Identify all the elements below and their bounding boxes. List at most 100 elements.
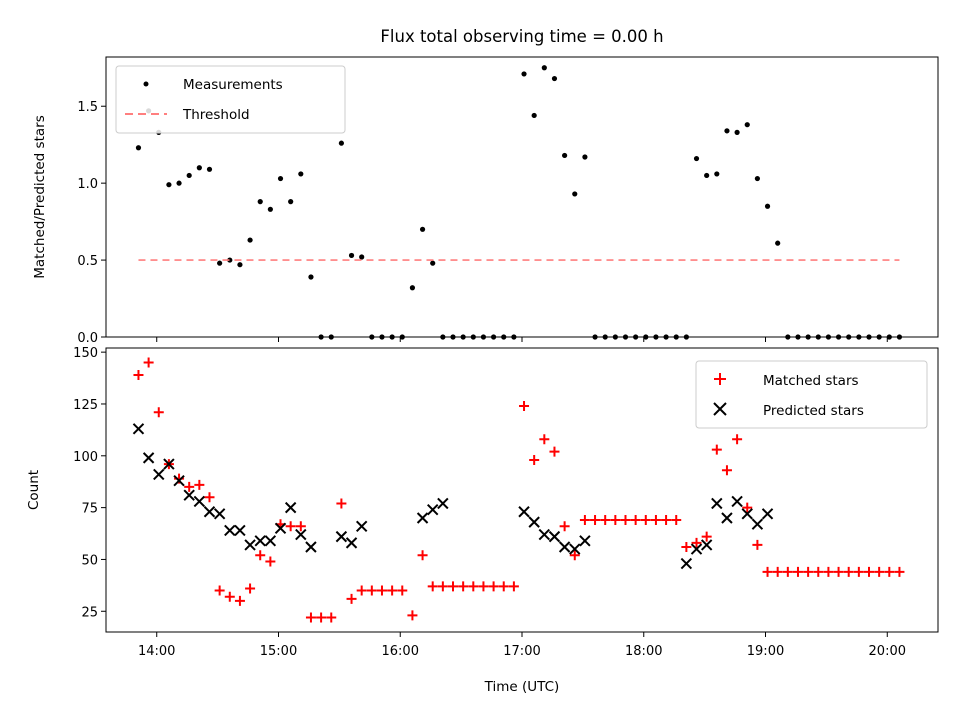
bottom-panel-x-ticks: 14:00 15:00 16:00 17:00 18:00 19:00 20:00 xyxy=(138,632,906,659)
matched-stars-point xyxy=(498,581,509,592)
matched-stars-point xyxy=(833,566,844,577)
predicted-stars-point xyxy=(335,530,348,543)
matched-stars-point xyxy=(590,515,601,526)
bottom-panel-frame xyxy=(105,347,939,633)
predicted-stars-point xyxy=(355,520,368,532)
matched-stars-point xyxy=(387,585,398,596)
bottom-legend-box xyxy=(695,360,928,429)
predicted-stars-point xyxy=(711,497,723,510)
measurements-point xyxy=(359,254,365,260)
legend-label-matched: Matched stars xyxy=(763,373,859,389)
predicted-stars-point xyxy=(518,506,530,518)
measurements-point xyxy=(338,140,344,146)
y-tick-label: 0.0 xyxy=(77,331,98,346)
matched-stars-point xyxy=(224,591,235,602)
legend-label-threshold: Threshold xyxy=(182,107,250,123)
matched-stars-point xyxy=(772,566,783,577)
matched-stars-point xyxy=(539,434,550,445)
legend-label-predicted: Predicted stars xyxy=(763,403,864,419)
measurements-point xyxy=(562,152,568,159)
measurements-point xyxy=(348,252,355,259)
matched-stars-point xyxy=(874,566,885,577)
predicted-stars-point xyxy=(416,512,429,524)
y-tick-label: 1.0 xyxy=(77,177,98,192)
y-tick-label: 75 xyxy=(81,502,98,517)
predicted-stars-point xyxy=(569,543,581,555)
matched-stars-point xyxy=(316,612,327,623)
bottom-panel: 25 50 75 100 125 150 14:00 15:00 16:00 17:00 18:0… xyxy=(26,346,939,695)
matched-stars-point xyxy=(326,612,337,623)
predicted-stars-point xyxy=(721,512,733,524)
top-legend: Measurements Threshold xyxy=(115,65,346,134)
matched-stars-point xyxy=(417,550,428,561)
matched-stars-point xyxy=(184,481,195,492)
predicted-stars-point xyxy=(305,541,317,553)
measurements-point xyxy=(247,237,253,243)
y-tick-label: 100 xyxy=(73,450,98,465)
measurements-point xyxy=(227,257,233,263)
predicted-stars-point xyxy=(548,530,561,543)
measurements-point xyxy=(764,203,771,209)
predicted-stars-point xyxy=(427,503,439,516)
measurements-point xyxy=(430,260,436,266)
measurements-point xyxy=(419,226,426,232)
matched-stars-point xyxy=(864,566,875,577)
matched-stars-point xyxy=(650,515,661,526)
measurements-point xyxy=(693,155,700,162)
top-panel-y-ticks: 0.0 0.5 1.0 1.5 xyxy=(77,100,106,346)
matched-stars-point xyxy=(407,610,418,621)
matched-stars-point xyxy=(813,566,824,577)
measurements-point xyxy=(288,199,294,205)
matched-stars-point xyxy=(803,566,814,577)
bottom-legend: Matched stars Predicted stars xyxy=(695,360,928,429)
predicted-stars-point xyxy=(751,518,764,530)
matched-stars-point xyxy=(559,521,570,532)
matched-stars-point xyxy=(843,566,854,577)
measurements-point xyxy=(257,199,263,205)
y-tick-label: 50 xyxy=(81,553,98,568)
matched-stars-point xyxy=(640,515,651,526)
matched-stars-point xyxy=(884,566,895,577)
predicted-stars-point xyxy=(274,522,287,535)
predicted-stars-point xyxy=(244,539,256,551)
x-tick-label: 16:00 xyxy=(382,644,419,659)
matched-stars-point xyxy=(792,566,803,577)
matched-stars-point xyxy=(133,369,144,380)
matched-stars-point xyxy=(620,515,631,526)
matched-stars-point xyxy=(579,515,590,526)
matched-stars-point xyxy=(762,566,773,577)
predicted-stars-point xyxy=(538,528,551,541)
matched-stars-point xyxy=(721,465,732,476)
measurements-point xyxy=(582,154,588,160)
measurements-point xyxy=(176,180,182,186)
measurements-point xyxy=(186,172,192,179)
matched-stars-point xyxy=(630,515,641,526)
matched-stars-point xyxy=(711,444,722,455)
matched-stars-point xyxy=(458,581,469,592)
matched-stars-point xyxy=(519,401,530,412)
matched-stars-point xyxy=(143,357,154,368)
matched-stars-point xyxy=(255,550,266,561)
measurements-point xyxy=(754,175,760,182)
measurements-point xyxy=(206,166,213,172)
matched-stars-point xyxy=(742,502,753,513)
predicted-stars-point xyxy=(345,537,358,549)
chart-title: Flux total observing time = 0.00 h xyxy=(380,27,663,46)
matched-stars-point xyxy=(366,585,377,596)
matched-stars-point xyxy=(194,479,205,490)
legend-marker-predicted xyxy=(713,402,727,416)
predicted-stars-point xyxy=(203,506,216,518)
matched-stars-point xyxy=(549,446,560,457)
matched-stars-point xyxy=(823,566,834,577)
x-tick-label: 14:00 xyxy=(138,644,175,659)
matched-stars-point xyxy=(295,521,306,532)
y-tick-label: 125 xyxy=(73,398,98,413)
matched-stars-point xyxy=(752,539,763,550)
predicted-stars-point xyxy=(234,524,246,537)
matched-stars-point xyxy=(427,581,438,592)
x-tick-label: 18:00 xyxy=(625,644,662,659)
matched-stars-point xyxy=(681,542,692,553)
top-panel-x-ticks xyxy=(156,337,888,342)
measurements-point xyxy=(135,145,142,151)
